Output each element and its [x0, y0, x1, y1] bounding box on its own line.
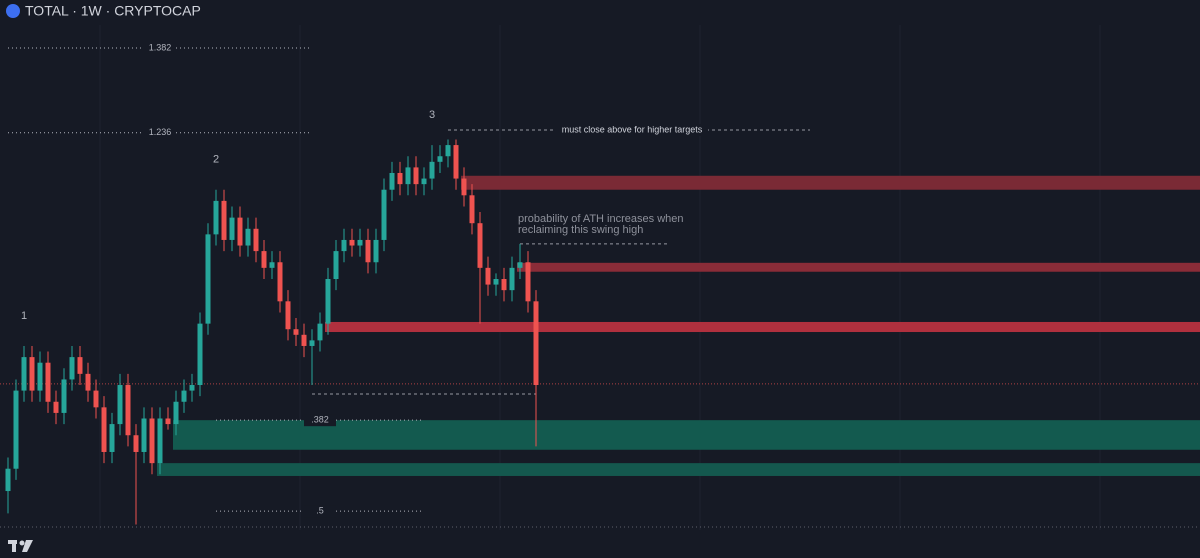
candle-body	[133, 435, 139, 452]
chart-title: TOTAL · 1W · CRYPTOCAP	[25, 3, 201, 19]
tradingview-logo	[8, 540, 33, 552]
fib-label: 1.236	[149, 127, 172, 137]
candle-body	[365, 239, 371, 263]
candle-body	[117, 385, 123, 425]
candle-body	[13, 390, 19, 469]
candle-body	[221, 200, 227, 240]
candle-body	[429, 161, 435, 179]
candle-body	[485, 267, 491, 285]
zone	[325, 321, 1200, 333]
candle-body	[301, 334, 307, 346]
candle-body	[469, 195, 475, 224]
annotation-bg	[556, 124, 708, 137]
candle-body	[357, 239, 363, 246]
candle-body	[341, 239, 347, 252]
candle-body	[269, 262, 275, 268]
candle-body	[501, 279, 507, 291]
candle-body	[277, 262, 283, 302]
candle-body	[509, 267, 515, 291]
candle-body	[5, 468, 11, 492]
candle-body	[253, 228, 259, 252]
candle-body	[293, 329, 299, 335]
candle-body	[309, 340, 315, 346]
candle-body	[53, 401, 59, 413]
candle-body	[21, 357, 27, 391]
fib-label-bg	[304, 414, 336, 427]
candle-body	[397, 172, 403, 185]
candle-body	[93, 390, 99, 408]
candle-body	[237, 217, 243, 246]
candle-body	[477, 223, 483, 268]
candle-body	[157, 418, 163, 464]
candle-body	[45, 362, 51, 402]
wave-label: 3	[429, 109, 435, 121]
fib-label: .5	[316, 506, 324, 516]
candle-body	[69, 357, 75, 380]
candle-body	[381, 189, 387, 240]
candle-body	[77, 357, 83, 374]
candle-body	[229, 217, 235, 240]
candle-body	[445, 145, 451, 157]
candle-body	[461, 178, 467, 196]
candle-body	[325, 279, 331, 324]
candle-body	[189, 385, 195, 391]
candle-body	[373, 239, 379, 263]
wave-label: 1	[21, 310, 27, 322]
zone	[173, 420, 1200, 450]
candle-body	[317, 323, 323, 341]
candle-body	[205, 234, 211, 324]
candle-body	[125, 385, 131, 436]
candle-body	[149, 418, 155, 464]
candle-body	[165, 418, 171, 425]
candle-body	[437, 156, 443, 162]
annotation-text: probability of ATH increases when	[518, 213, 684, 225]
fib-label: .382	[311, 415, 329, 425]
zone	[461, 175, 1200, 190]
candle-body	[29, 357, 35, 391]
candle-body	[101, 407, 107, 452]
candle-body	[61, 379, 67, 413]
fib-label-bg	[144, 41, 176, 54]
candle-body	[349, 239, 355, 246]
candle-body	[85, 373, 91, 391]
candle-body	[37, 362, 43, 391]
candle-body	[421, 178, 427, 185]
candle-body	[453, 145, 459, 179]
annotation-text: reclaiming this swing high	[518, 224, 643, 236]
candle-body	[109, 424, 115, 452]
zone	[517, 262, 1200, 272]
candle-body	[245, 228, 251, 246]
symbol-logo	[6, 4, 20, 18]
candle-body	[525, 262, 531, 302]
candle-body	[285, 301, 291, 330]
candle-body	[141, 418, 147, 452]
candle-body	[181, 390, 187, 402]
annotation-text: must close above for higher targets	[562, 124, 703, 134]
candle-body	[389, 172, 395, 190]
fib-label: 1.382	[149, 42, 172, 52]
candle-body	[333, 251, 339, 279]
fib-label-bg	[304, 505, 336, 518]
candle-body	[197, 323, 203, 386]
fib-label-bg	[144, 126, 176, 139]
candle-body	[533, 301, 539, 386]
candle-body	[261, 251, 267, 268]
candle-body	[413, 167, 419, 185]
wave-label: 2	[213, 154, 219, 166]
candle-body	[213, 200, 219, 235]
candle-body	[405, 167, 411, 185]
candle-body	[493, 279, 499, 285]
candle-body	[173, 401, 179, 425]
candle-body	[517, 262, 523, 268]
zone	[157, 463, 1200, 476]
